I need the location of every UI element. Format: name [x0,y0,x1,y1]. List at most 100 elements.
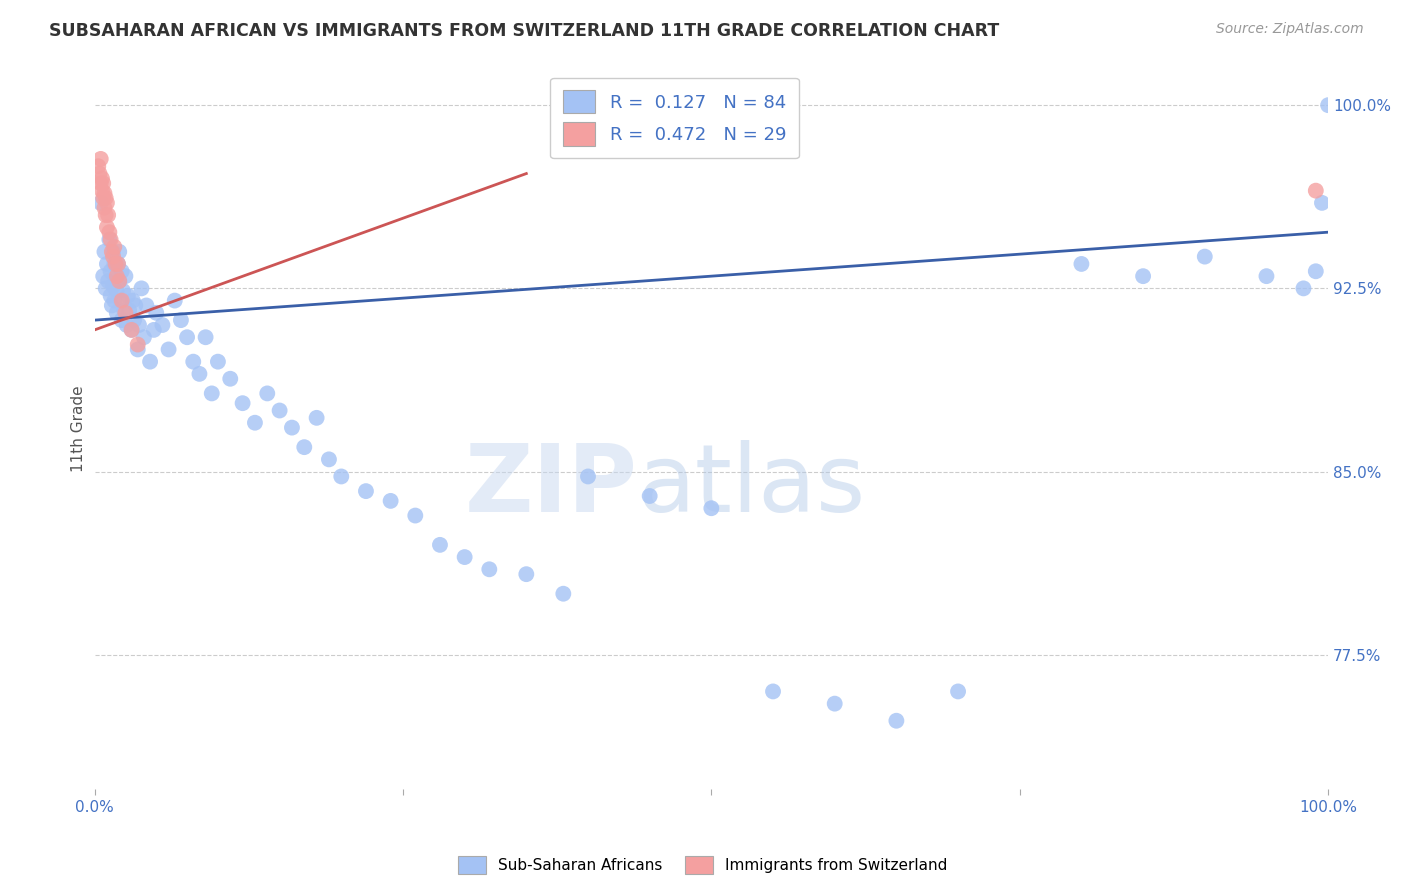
Point [97,208,120,222]
Point [107,257,129,271]
Point [1132,269,1154,284]
Point [453,550,475,565]
Point [478,562,501,576]
Point [114,269,136,284]
Point [117,289,139,303]
Point [111,264,134,278]
Point [256,386,278,401]
Point [105,269,128,284]
Point [91,184,114,198]
Point [127,343,149,357]
Point [207,354,229,368]
Point [90,152,112,166]
Point [104,269,127,284]
Point [404,508,426,523]
Point [515,567,537,582]
Point [93,201,115,215]
Point [176,330,198,344]
Point [1292,281,1315,295]
Point [105,306,128,320]
Point [152,318,174,332]
Point [103,240,125,254]
Point [101,244,124,259]
Point [281,420,304,434]
Point [1256,269,1278,284]
Point [354,484,377,499]
Point [107,257,129,271]
Point [762,684,785,698]
Point [1317,98,1340,112]
Point [219,372,242,386]
Point [121,293,143,308]
Point [121,323,143,337]
Point [232,396,254,410]
Point [553,587,575,601]
Point [91,269,114,284]
Legend: R =  0.127   N = 84, R =  0.472   N = 29: R = 0.127 N = 84, R = 0.472 N = 29 [550,78,799,158]
Point [292,440,315,454]
Point [886,714,908,728]
Point [170,313,193,327]
Point [429,538,451,552]
Point [101,279,124,293]
Point [94,208,117,222]
Point [96,220,118,235]
Point [100,264,122,278]
Point [1194,250,1216,264]
Point [121,323,143,337]
Text: atlas: atlas [637,441,866,533]
Point [110,293,132,308]
Point [98,225,121,239]
Point [824,697,846,711]
Point [91,177,114,191]
Point [243,416,266,430]
Point [112,303,135,318]
Point [157,343,180,357]
Y-axis label: 11th Grade: 11th Grade [72,385,86,472]
Text: Source: ZipAtlas.com: Source: ZipAtlas.com [1216,22,1364,37]
Point [111,284,134,298]
Point [93,244,115,259]
Point [93,186,115,200]
Point [128,318,150,332]
Point [97,274,120,288]
Point [111,293,134,308]
Legend: Sub-Saharan Africans, Immigrants from Switzerland: Sub-Saharan Africans, Immigrants from Sw… [453,850,953,880]
Point [108,274,131,288]
Point [131,281,153,295]
Point [576,469,599,483]
Point [111,313,134,327]
Point [94,191,117,205]
Point [188,367,211,381]
Text: ZIP: ZIP [464,441,637,533]
Point [91,191,114,205]
Point [101,298,124,312]
Point [194,330,217,344]
Point [122,313,145,327]
Point [105,284,128,298]
Point [94,281,117,295]
Point [127,337,149,351]
Point [96,257,118,271]
Point [145,306,167,320]
Point [108,274,131,288]
Point [89,167,111,181]
Point [181,354,204,368]
Point [1305,264,1327,278]
Point [101,244,124,259]
Point [103,293,125,308]
Point [135,298,157,312]
Point [946,684,969,698]
Point [100,289,122,303]
Point [142,323,165,337]
Point [1070,257,1092,271]
Point [91,171,114,186]
Point [100,233,122,247]
Point [139,354,162,368]
Point [90,195,112,210]
Point [114,306,136,320]
Point [90,177,112,191]
Point [124,298,146,312]
Point [87,159,110,173]
Point [103,257,125,271]
